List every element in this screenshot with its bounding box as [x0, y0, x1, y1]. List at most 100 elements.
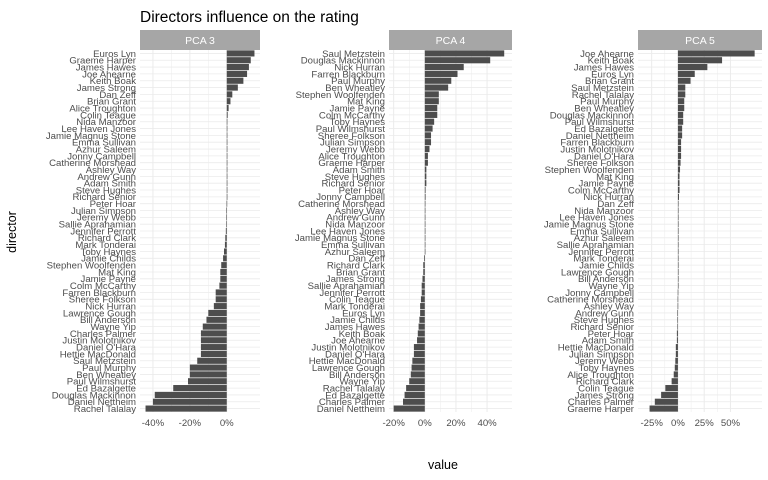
y-category-label: Ashley Way [335, 206, 385, 217]
y-category-label: Ben Wheatley [76, 370, 136, 381]
y-category-label: Colm McCarthy [70, 281, 136, 292]
bar [200, 350, 227, 358]
y-category-label: Saul Metzstein [571, 83, 634, 94]
y-category-label: Justin Molotnikov [311, 343, 385, 354]
bar [677, 111, 684, 118]
y-category-label: Nida Manzoor [574, 206, 635, 217]
bar [424, 57, 491, 64]
y-category-label: Jamie Magnus Stone [46, 131, 136, 142]
y-category-label: Julian Simpson [320, 138, 385, 149]
x-tick-label: 40% [477, 418, 497, 429]
bar [220, 275, 227, 282]
bar [226, 132, 228, 139]
y-category-label: Keith Boak [588, 56, 635, 67]
y-category-label: Lee Haven Jones [310, 226, 385, 237]
y-category-label: Jamie Childs [81, 254, 136, 265]
y-category-label: Brian Grant [585, 76, 634, 87]
bar [152, 398, 227, 405]
bar [220, 268, 227, 276]
y-category-label: Peter Hoar [588, 329, 635, 340]
x-tick-label: 25% [695, 418, 715, 429]
y-category-label: Catherine Morshead [547, 295, 634, 306]
bar [226, 91, 233, 98]
bar [226, 193, 228, 200]
y-category-label: Peter Hoar [90, 199, 137, 210]
bar [424, 98, 439, 105]
bar [675, 344, 678, 351]
y-category-label: Nick Hurran [85, 302, 136, 313]
bar [677, 64, 708, 71]
y-category-label: Sheree Folkson [318, 131, 385, 142]
y-category-label: Graeme Harper [567, 404, 634, 415]
y-category-label: Adam Smith [582, 336, 634, 347]
bar [673, 371, 678, 378]
y-category-label: Colin Teague [80, 110, 136, 121]
bar [424, 214, 426, 221]
bar [226, 70, 248, 77]
bar [200, 330, 227, 337]
y-category-label: Sheree Folkson [567, 158, 634, 169]
y-category-label: Steve Hughes [325, 172, 385, 183]
y-category-label: Richard Clark [327, 261, 385, 272]
bar [226, 118, 228, 125]
bar [226, 98, 231, 105]
bar [226, 50, 255, 57]
bar [226, 166, 228, 173]
y-category-label: Azhur Saleem [76, 144, 136, 155]
bar [424, 111, 438, 118]
bar [423, 262, 425, 269]
y-category-label: Toby Haynes [330, 117, 386, 128]
y-category-label: Sallie Aprahamian [557, 240, 634, 251]
bar [677, 214, 679, 221]
y-category-label: Dan Zeff [99, 90, 136, 101]
y-category-label: Ed Bazalgette [76, 383, 136, 394]
x-tick-label: -20% [382, 418, 405, 429]
bar [677, 275, 679, 282]
y-category-label: Andrew Gunn [77, 172, 136, 183]
y-category-label: James Hawes [76, 62, 136, 73]
y-category-label: Mat King [596, 172, 634, 183]
y-category-label: Jennifer Perrott [319, 288, 385, 299]
y-category-label: Hettie MacDonald [558, 343, 634, 354]
y-category-label: Stephen Woolfenden [47, 261, 136, 272]
bar [226, 152, 228, 159]
facet-strip-label: PCA 5 [685, 35, 715, 47]
y-category-label: Saul Metzstein [322, 49, 385, 60]
bar [213, 303, 227, 310]
bar [424, 77, 452, 84]
y-category-label: Adam Smith [333, 165, 385, 176]
bar [411, 364, 425, 371]
y-category-label: Richard Senior [571, 322, 635, 333]
y-category-label: Jennifer Perrott [70, 226, 136, 237]
y-category-label: Euros Lyn [342, 308, 385, 319]
bar [677, 84, 686, 91]
bar [677, 104, 685, 112]
y-category-label: Farren Blackburn [62, 288, 136, 299]
y-category-label: Lawrence Gough [63, 308, 136, 319]
chart-title: Directors influence on the rating [140, 9, 359, 26]
y-category-label: Charles Palmer [70, 329, 137, 340]
y-category-label: Nida Manzoor [76, 117, 137, 128]
y-category-label: Daniel Nettheim [566, 131, 634, 142]
x-tick-label: -40% [142, 418, 165, 429]
bar [677, 221, 679, 228]
y-category-label: Daniel Nettheim [68, 397, 136, 408]
y-category-label: Brian Grant [87, 97, 136, 108]
y-category-label: Emma Sullivan [570, 226, 634, 237]
bar [676, 330, 678, 337]
bar [424, 166, 427, 173]
bar [420, 296, 425, 303]
y-category-label: Paul Wilmshurst [67, 377, 137, 388]
y-category-label: Douglas Mackinnon [301, 56, 385, 67]
bar [226, 173, 228, 180]
bar [412, 357, 425, 364]
y-category-label: Stephen Woolfenden [296, 90, 385, 101]
y-category-label: Graeme Harper [69, 56, 136, 67]
y-category-label: Andrew Gunn [326, 213, 385, 224]
x-tick-label: -25% [640, 418, 663, 429]
y-category-label: Douglas Mackinnon [550, 110, 634, 121]
facet-strip-label: PCA 4 [436, 35, 466, 47]
x-tick-label: 0% [671, 418, 685, 429]
y-category-label: Ashley Way [584, 302, 634, 313]
